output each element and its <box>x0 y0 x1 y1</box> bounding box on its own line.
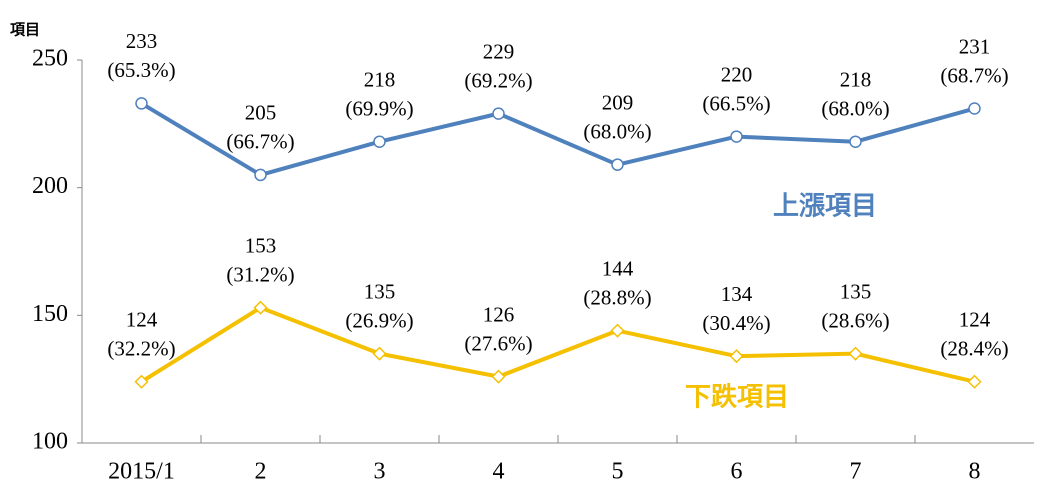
marker <box>611 158 624 171</box>
series-label: 上漲項目 <box>773 192 877 222</box>
share-label: (68.0%) <box>821 97 889 121</box>
share-label: (31.2%) <box>226 262 294 286</box>
share-label: (68.7%) <box>940 63 1008 87</box>
marker <box>730 130 743 143</box>
y-tick-label: 250 <box>32 46 68 72</box>
marker <box>134 374 149 389</box>
x-tick-label: 7 <box>850 459 862 485</box>
marker <box>253 300 268 315</box>
marker <box>135 97 148 110</box>
x-tick-label: 2015/1 <box>108 459 175 485</box>
share-label: (68.0%) <box>583 119 651 143</box>
marker <box>968 102 981 115</box>
share-label: (28.6%) <box>821 308 889 332</box>
share-label: (66.5%) <box>702 91 770 115</box>
series-line <box>140 101 976 177</box>
value-label: 220 <box>721 62 753 86</box>
value-label: 153 <box>245 233 277 257</box>
share-label: (69.9%) <box>345 97 413 121</box>
share-label: (28.4%) <box>940 337 1008 361</box>
marker <box>729 349 744 364</box>
x-tick-label: 2 <box>255 459 267 485</box>
y-axis-label: 項目 <box>10 21 40 39</box>
marker <box>372 346 387 361</box>
marker <box>848 346 863 361</box>
value-label: 124 <box>959 308 991 332</box>
value-label: 229 <box>483 39 515 63</box>
marker <box>492 107 505 120</box>
series-line <box>140 305 975 384</box>
marker <box>491 369 506 384</box>
marker <box>849 135 862 148</box>
value-label: 231 <box>959 34 991 58</box>
share-label: (65.3%) <box>107 58 175 82</box>
share-label: (69.2%) <box>464 68 532 92</box>
y-tick-label: 150 <box>32 301 68 327</box>
marker <box>254 168 267 182</box>
marker <box>610 323 625 338</box>
value-label: 233 <box>126 29 158 53</box>
marker <box>373 135 386 148</box>
share-label: (26.9%) <box>345 308 413 332</box>
value-label: 218 <box>840 68 872 92</box>
x-tick-label: 4 <box>493 459 505 485</box>
y-tick-label: 200 <box>32 173 68 199</box>
value-label: 124 <box>126 308 158 332</box>
x-tick-label: 8 <box>969 459 981 485</box>
x-tick-label: 3 <box>374 459 386 485</box>
share-label: (66.7%) <box>226 130 294 154</box>
marker <box>967 374 982 389</box>
y-tick-label: 100 <box>32 429 68 455</box>
value-label: 205 <box>245 101 277 125</box>
value-label: 135 <box>364 279 396 303</box>
value-label: 135 <box>840 279 872 303</box>
series-label: 下跌項目 <box>685 383 789 413</box>
share-label: (28.8%) <box>583 285 651 309</box>
x-tick-label: 5 <box>612 459 624 485</box>
x-tick-label: 6 <box>731 459 743 485</box>
value-label: 126 <box>483 302 515 326</box>
share-label: (30.4%) <box>702 311 770 335</box>
value-label: 218 <box>364 68 396 92</box>
value-label: 134 <box>721 282 753 306</box>
share-label: (32.2%) <box>107 337 175 361</box>
value-label: 209 <box>602 90 634 114</box>
value-label: 144 <box>602 256 634 280</box>
share-label: (27.6%) <box>464 331 532 355</box>
